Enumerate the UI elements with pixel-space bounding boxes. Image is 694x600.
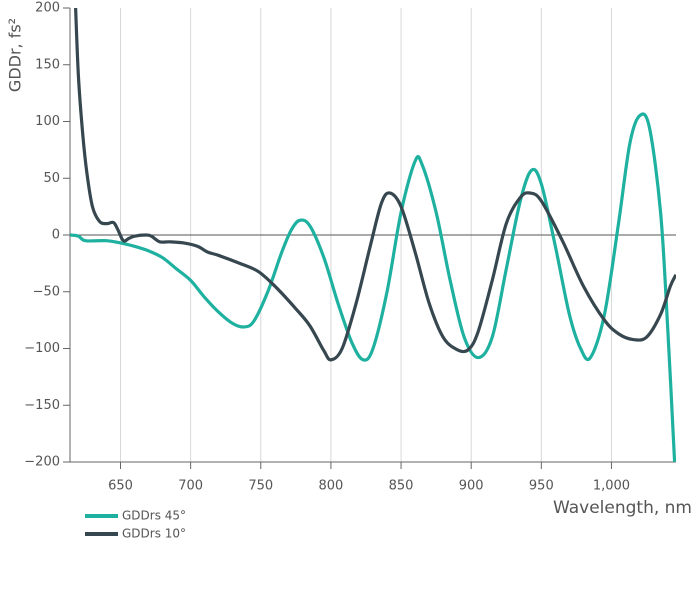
series-line bbox=[74, 8, 676, 362]
y-tick-label: 0 bbox=[52, 228, 60, 243]
x-tick-label: 850 bbox=[389, 479, 414, 494]
plot-area bbox=[70, 8, 676, 462]
y-tick-label: −150 bbox=[24, 398, 60, 413]
y-tick-label: 150 bbox=[35, 57, 60, 72]
y-tick-label: 100 bbox=[35, 114, 60, 129]
x-tick-label: 700 bbox=[178, 479, 203, 494]
x-tick-label: 950 bbox=[529, 479, 554, 494]
y-tick-label: 50 bbox=[43, 171, 60, 186]
y-tick-label: 200 bbox=[35, 1, 60, 16]
x-tick-label: 800 bbox=[319, 479, 344, 494]
x-tick-label: 750 bbox=[248, 479, 273, 494]
y-tick-label: −50 bbox=[33, 284, 60, 299]
x-tick-label: 1,000 bbox=[593, 479, 630, 494]
y-axis-label: GDDr, fs² bbox=[6, 18, 25, 92]
x-tick-label: 900 bbox=[459, 479, 484, 494]
y-tick-label: −200 bbox=[24, 455, 60, 470]
x-tick-label: 650 bbox=[108, 479, 133, 494]
legend-label: GDDrs 10° bbox=[122, 527, 186, 541]
series-line bbox=[70, 112, 676, 462]
legend-label: GDDrs 45° bbox=[122, 509, 186, 523]
x-axis-label: Wavelength, nm bbox=[553, 498, 692, 518]
y-tick-label: −100 bbox=[24, 341, 60, 356]
